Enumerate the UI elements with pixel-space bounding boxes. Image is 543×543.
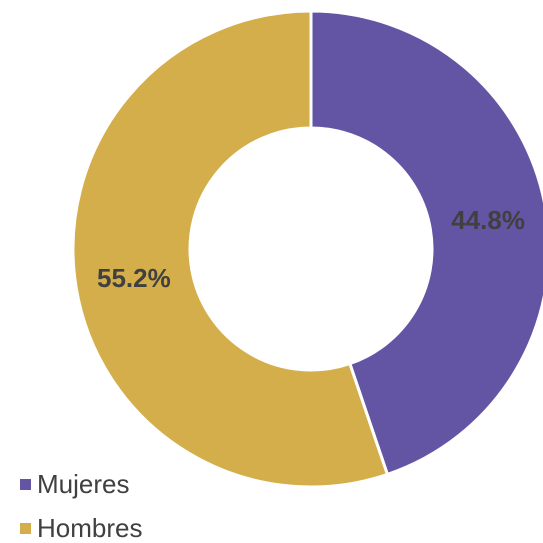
donut-slice-mujeres: [309, 9, 543, 477]
donut-slice-hombres: [71, 9, 390, 489]
legend-item-hombres: Hombres: [20, 506, 142, 543]
data-label-hombres: 55.2%: [97, 263, 171, 293]
legend: Mujeres Hombres: [20, 462, 142, 543]
legend-swatch-mujeres: [20, 478, 31, 490]
legend-swatch-hombres: [20, 522, 31, 534]
legend-item-mujeres: Mujeres: [20, 462, 142, 506]
legend-label-mujeres: Mujeres: [37, 468, 130, 499]
legend-label-hombres: Hombres: [37, 512, 143, 543]
data-label-mujeres: 44.8%: [451, 205, 525, 235]
